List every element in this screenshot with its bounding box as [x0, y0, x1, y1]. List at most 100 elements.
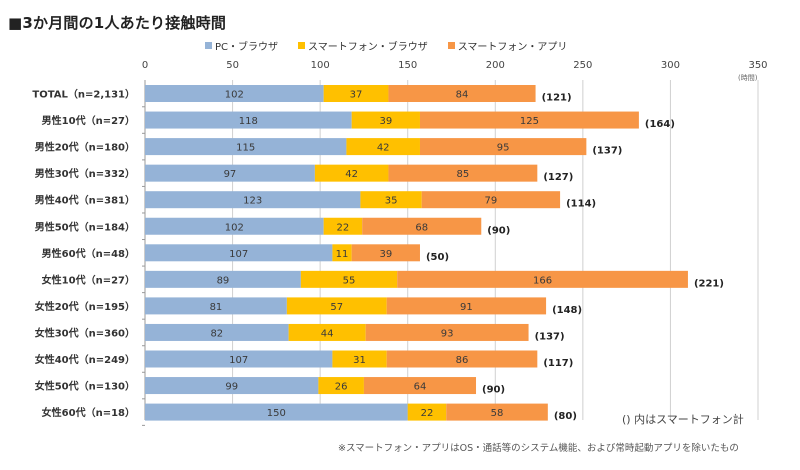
x-tick-label: 350 — [748, 60, 767, 71]
bar-segment-sp_browser — [286, 297, 387, 315]
category-label: 男性40代（n=381） — [35, 194, 135, 207]
bar-segment-sp_app — [421, 191, 561, 209]
data-label-sp_app: 84 — [456, 90, 469, 101]
data-label-pc_browser: 89 — [217, 275, 230, 286]
bar-segment-sp_browser — [332, 350, 387, 368]
data-label-sp_app: 91 — [460, 302, 473, 313]
data-label-pc_browser: 107 — [229, 355, 248, 366]
data-label-sp_browser: 55 — [343, 275, 356, 286]
bar-segment-sp_app — [388, 164, 538, 182]
data-label-sp_app: 93 — [441, 328, 454, 339]
bar-segment-pc_browser — [145, 377, 319, 395]
bar-segment-sp_browser — [318, 377, 364, 395]
data-label-sp_browser: 22 — [421, 408, 434, 419]
smartphone-total-label: (117) — [543, 358, 573, 369]
category-label: TOTAL（n=2,131） — [32, 88, 135, 101]
data-label-sp_browser: 42 — [377, 143, 390, 154]
bar-segment-sp_app — [363, 377, 477, 395]
x-tick-label: 50 — [226, 60, 239, 71]
data-label-sp_app: 125 — [520, 116, 539, 127]
x-tick-label: 200 — [486, 60, 505, 71]
category-label: 女性60代（n=18） — [42, 406, 135, 419]
data-label-sp_browser: 44 — [321, 328, 334, 339]
bars: 102 37 84 118 39 125 115 42 95 97 42 85 123 35 79 102 22… — [145, 85, 688, 421]
bar-segment-pc_browser — [145, 111, 352, 129]
data-label-sp_browser: 31 — [353, 355, 366, 366]
bar-segment-sp_app — [388, 85, 536, 102]
bar-segment-sp_browser — [300, 270, 398, 288]
data-label-sp_browser: 37 — [350, 90, 363, 101]
x-axis-unit-label: (時間) — [738, 74, 758, 82]
legend-item-sp-browser: スマートフォン・ブラウザ — [298, 38, 428, 53]
category-label: 男性20代（n=180） — [35, 141, 135, 154]
category-label: 男性10代（n=27） — [42, 114, 135, 127]
bar-segment-pc_browser — [145, 217, 324, 235]
legend-swatch-sp-app — [447, 42, 455, 49]
data-label-sp_app: 58 — [491, 408, 504, 419]
bar-segment-pc_browser — [145, 270, 301, 288]
legend-swatch-pc-browser — [205, 42, 212, 49]
data-label-pc_browser: 115 — [236, 143, 255, 154]
data-label-sp_app: 68 — [415, 222, 428, 233]
smartphone-total-label: (114) — [566, 199, 596, 210]
bar-segment-sp_app — [446, 403, 548, 421]
data-label-pc_browser: 97 — [224, 169, 237, 180]
bar-segment-sp_browser — [323, 217, 363, 235]
x-tick-label: 0 — [142, 60, 148, 71]
data-label-sp_app: 85 — [457, 169, 470, 180]
bar-segment-sp_app — [365, 323, 529, 341]
data-label-pc_browser: 118 — [239, 116, 258, 127]
x-tick-label: 300 — [661, 60, 680, 71]
bar-segment-pc_browser — [145, 350, 333, 368]
data-label-sp_browser: 35 — [385, 196, 398, 207]
bar-segment-pc_browser — [145, 297, 287, 315]
bar-segment-sp_app — [419, 111, 639, 129]
category-label: 女性20代（n=195） — [35, 300, 135, 313]
data-label-sp_browser: 57 — [330, 302, 343, 313]
data-label-pc_browser: 82 — [210, 328, 223, 339]
bar-segment-sp_browser — [314, 164, 389, 182]
smartphone-total-label: (221) — [694, 278, 724, 289]
smartphone-total-label: (137) — [535, 331, 565, 342]
data-label-pc_browser: 107 — [229, 249, 248, 260]
data-label-sp_browser: 22 — [337, 222, 350, 233]
bar-segment-sp_browser — [351, 111, 420, 129]
category-label: 女性40代（n=249） — [35, 353, 135, 366]
smartphone-total-label: (127) — [543, 172, 573, 183]
category-labels: TOTAL（n=2,131） 男性10代（n=27） 男性20代（n=180） 男性3… — [32, 88, 135, 420]
data-label-sp_app: 39 — [379, 249, 392, 260]
category-label: 男性30代（n=332） — [35, 167, 135, 180]
smartphone-total-label: (137) — [592, 146, 622, 157]
bar-segment-sp_app — [386, 297, 547, 315]
bar-segment-sp_browser — [346, 138, 420, 156]
bar-segment-sp_app — [419, 138, 587, 156]
data-label-sp_app: 79 — [485, 196, 498, 207]
legend-item-pc-browser: PC・ブラウザ — [205, 38, 278, 53]
bar-segment-sp_browser — [288, 323, 366, 341]
total-labels: (121) (164) (137) (127) (114) (90) (50) (221) (1… — [426, 93, 724, 423]
smartphone-total-label: (164) — [645, 119, 675, 130]
bar-segment-pc_browser — [145, 85, 324, 102]
smartphone-total-label: (90) — [482, 385, 505, 396]
legend-label-sp-app: スマートフォン・アプリ — [457, 42, 568, 53]
bar-segment-sp_browser — [407, 403, 447, 421]
bar-segment-sp_browser — [323, 85, 389, 102]
data-label-sp_browser: 11 — [336, 249, 349, 260]
data-label-sp_browser: 42 — [345, 169, 358, 180]
smartphone-total-label: (148) — [552, 305, 582, 316]
data-label-pc_browser: 102 — [225, 222, 244, 233]
bar-segment-sp_browser — [332, 244, 352, 262]
legend-label-pc-browser: PC・ブラウザ — [215, 42, 279, 53]
x-tick-label: 150 — [398, 60, 417, 71]
data-label-sp_browser: 26 — [335, 382, 348, 393]
data-label-sp_app: 95 — [497, 143, 510, 154]
data-label-pc_browser: 81 — [210, 302, 223, 313]
data-label-pc_browser: 123 — [243, 196, 262, 207]
bar-segment-sp_app — [362, 217, 482, 235]
category-label: 女性50代（n=130） — [35, 380, 135, 393]
footnote: ※スマートフォン・アプリはOS・通話等のシステム機能、および常時起動アプリを除い… — [338, 443, 739, 454]
bar-segment-pc_browser — [145, 323, 289, 341]
legend-label-sp-browser: スマートフォン・ブラウザ — [308, 42, 428, 53]
data-label-pc_browser: 102 — [225, 90, 244, 101]
